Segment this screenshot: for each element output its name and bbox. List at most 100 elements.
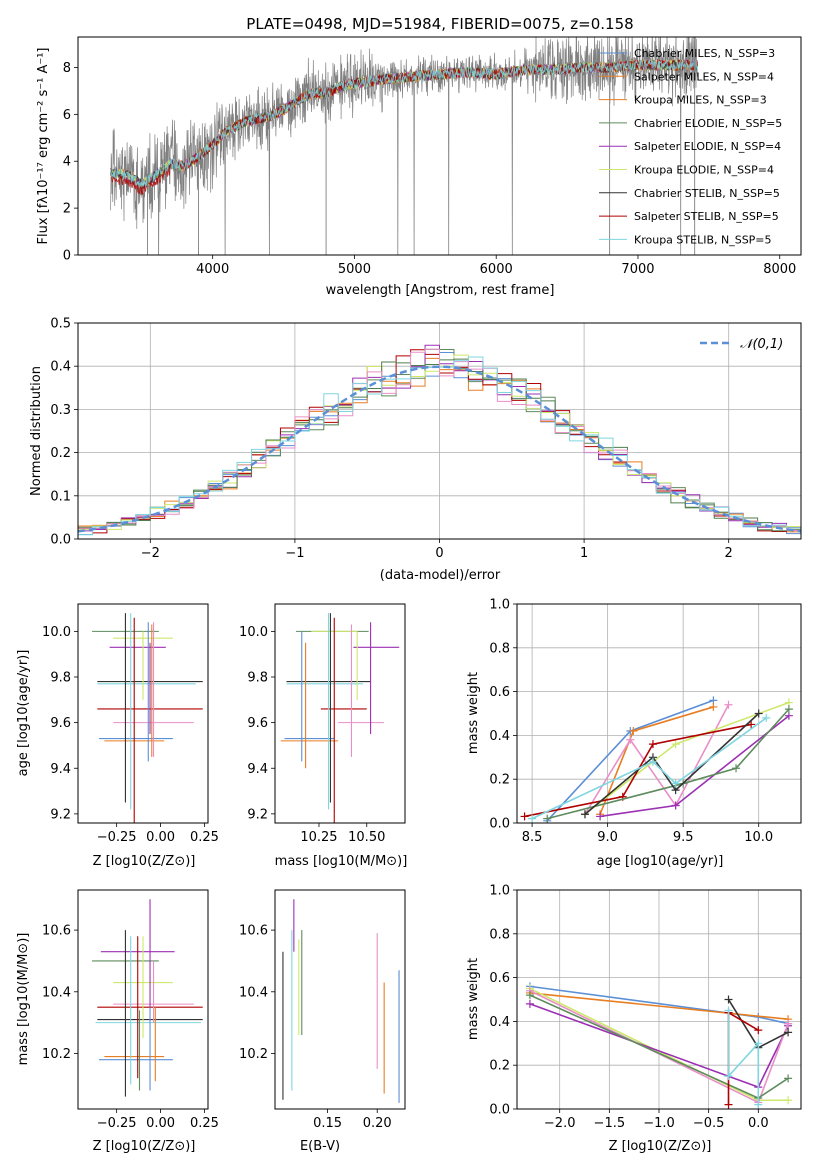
y-tick-label: 10.0: [42, 625, 71, 640]
x-tick-label: −2.0: [544, 1116, 576, 1131]
y-tick-label: 10.6: [42, 924, 71, 939]
y-tick-label: 0.4: [50, 360, 71, 375]
y-tick-label: 0.0: [489, 817, 510, 832]
mass-weight-marker: [671, 740, 680, 749]
mass-weight-marker: [724, 1072, 733, 1081]
mass-weight-marker: [747, 720, 756, 729]
mass-vs-z-xlabel: Z [log10(Z/Z⊙)]: [93, 1139, 196, 1154]
spectrum-ticks: 4000 5000 6000 7000 8000 0 2 4 6 8: [63, 61, 797, 277]
x-tick-label: 8.5: [522, 830, 543, 845]
y-tick-label: 9.6: [247, 716, 268, 731]
y-tick-label: 1.0: [489, 884, 510, 899]
mass-weight-marker: [724, 995, 733, 1004]
panel-frame: [274, 603, 406, 824]
mass-weight-marker: [724, 1006, 733, 1015]
mass-weight-marker: [709, 702, 718, 711]
legend-entry: Salpeter MILES, N_SSP=4: [634, 70, 774, 83]
mass-weight-marker: [671, 779, 680, 788]
x-tick-label: 0.0: [748, 1116, 769, 1131]
y-tick-label: 0.0: [50, 533, 71, 548]
x-tick-label: −0.5: [693, 1116, 725, 1131]
spectrum-plot-area: [110, 37, 698, 255]
y-tick-label: 8: [63, 61, 71, 76]
age-vs-z-ylabel: age [log10(age/yr)]: [16, 650, 31, 777]
mass-weight-marker: [784, 1028, 793, 1037]
y-tick-label: 10.4: [42, 985, 71, 1000]
spectrum-frame: [77, 36, 802, 256]
x-tick-label: 0.15: [313, 1116, 342, 1131]
mass-weight-marker: [543, 814, 552, 823]
spectrum-model-line: [110, 58, 698, 187]
mass-weight-marker: [580, 810, 589, 819]
weight-vs-age-ylabel: mass weight: [466, 672, 481, 754]
panel-frame: [77, 889, 209, 1110]
x-tick-label: 0.25: [190, 1116, 219, 1131]
mass-weight-marker: [629, 727, 638, 736]
x-tick-label: 10.50: [348, 830, 385, 845]
y-tick-label: 10.2: [239, 1047, 268, 1062]
y-tick-label: 0.3: [50, 403, 71, 418]
mass-weight-marker: [754, 1039, 763, 1048]
mass-weight-marker: [784, 705, 793, 714]
mass-weight-marker: [754, 1100, 763, 1109]
p7-plot: 0.15 0.20 10.2 10.4 10.6: [239, 889, 406, 1131]
y-tick-label: 10.6: [239, 924, 268, 939]
mass-vs-ebv-xlabel: E(B-V): [300, 1139, 340, 1154]
spectrum-panel: PLATE=0498, MJD=51984, FIBERID=0075, z=0…: [36, 15, 802, 298]
residual-xlabel: (data-model)/error: [380, 568, 501, 583]
x-tick-label: −1.0: [643, 1116, 675, 1131]
x-tick-label: 7000: [621, 262, 654, 277]
y-tick-label: 0.5: [50, 317, 71, 332]
weight-vs-z-panel: −2.0 −1.5 −1.0 −0.5 0.0 0.0 0.2 0.4 0.6 0.8 1.0 Z …: [466, 884, 802, 1154]
mass-vs-z-ylabel: mass [log10(M/M⊙)]: [16, 933, 31, 1066]
mass-weight-marker: [754, 709, 763, 718]
x-tick-label: −2: [141, 546, 160, 561]
mass-weight-marker: [520, 812, 529, 821]
mass-vs-z-panel: −0.25 0.00 0.25 10.2 10.4 10.6 Z [log10(Z/Z⊙)…: [16, 889, 219, 1154]
y-tick-label: 1.0: [489, 598, 510, 613]
y-tick-label: 9.4: [247, 762, 268, 777]
x-tick-label: 6000: [480, 262, 513, 277]
spectrum-data-line: [110, 37, 698, 255]
y-tick-label: 0.4: [489, 729, 510, 744]
x-tick-label: 8000: [763, 262, 796, 277]
weight-vs-age-xlabel: age [log10(age/yr)]: [597, 854, 724, 869]
x-tick-label: −1: [285, 546, 304, 561]
x-tick-label: 0.25: [190, 830, 219, 845]
legend-entry: Kroupa MILES, N_SSP=3: [634, 94, 767, 107]
y-tick-label: 9.8: [50, 671, 71, 686]
y-tick-label: 10.2: [42, 1047, 71, 1062]
y-tick-label: 9.8: [247, 671, 268, 686]
legend-entry: Chabrier STELIB, N_SSP=5: [634, 187, 780, 200]
y-tick-label: 0.6: [489, 971, 510, 986]
mass-weight-line: [529, 992, 789, 1021]
panel-frame: [77, 603, 209, 824]
normal-curve: [78, 365, 801, 533]
y-tick-label: 0.6: [489, 685, 510, 700]
mass-weight-marker: [626, 735, 635, 744]
x-tick-label: 0.00: [146, 1116, 175, 1131]
mass-weight-line: [727, 1010, 760, 1105]
mass-weight-marker: [724, 1100, 733, 1109]
residual-ylabel: Normed distribution: [29, 366, 44, 496]
x-tick-label: −0.25: [97, 1116, 137, 1131]
mass-weight-marker: [528, 814, 537, 823]
x-tick-label: 10.0: [744, 830, 773, 845]
y-tick-label: 0.2: [489, 773, 510, 788]
p6-plot: −0.25 0.00 0.25 10.2 10.4 10.6: [42, 889, 219, 1131]
y-tick-label: 0.8: [489, 927, 510, 942]
spectrum-ylabel: Flux [fλ10⁻¹⁷ erg cm⁻² s⁻¹ A⁻¹]: [36, 48, 51, 245]
x-tick-label: 9.0: [597, 830, 618, 845]
x-tick-label: 9.5: [673, 830, 694, 845]
y-tick-label: 0.0: [489, 1103, 510, 1118]
p4-plot: 10.25 10.50 9.2 9.4 9.6 9.8 10.0: [239, 603, 406, 845]
mass-weight-marker: [784, 1074, 793, 1083]
y-tick-label: 10.0: [239, 625, 268, 640]
mass-weight-marker: [784, 1019, 793, 1028]
mass-weight-marker: [754, 1026, 763, 1035]
histogram-series: [78, 356, 801, 536]
age-vs-mass-panel: 10.25 10.50 9.2 9.4 9.6 9.8 10.0 mass [log10(M…: [239, 603, 407, 869]
mass-weight-marker: [525, 999, 534, 1008]
mass-weight-marker: [724, 700, 733, 709]
legend-entry: Kroupa ELODIE, N_SSP=4: [634, 164, 774, 177]
